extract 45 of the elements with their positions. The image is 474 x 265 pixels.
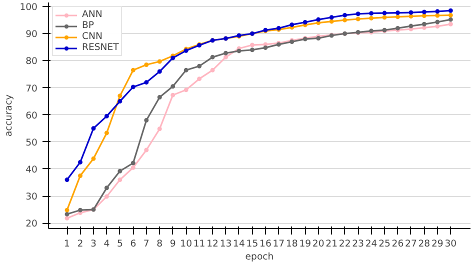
y-tick-label: 40	[26, 164, 38, 176]
x-tick-label: 30	[444, 238, 457, 250]
y-tick-label: 20	[26, 218, 38, 230]
x-tick-label: 11	[193, 238, 206, 250]
y-tick-label: 100	[20, 2, 38, 14]
x-axis-title: epoch	[245, 252, 274, 262]
x-tick-label: 20	[312, 238, 324, 250]
x-tick-label: 27	[405, 238, 417, 250]
x-tick-label: 4	[104, 238, 110, 250]
y-tick-label: 70	[26, 83, 38, 94]
x-tick-label: 16	[260, 238, 272, 250]
x-tick-label: 17	[272, 238, 285, 250]
x-tick-label: 15	[246, 238, 258, 250]
x-tick-label: 26	[392, 238, 404, 250]
x-tick-label: 22	[338, 238, 351, 250]
x-tick-label: 12	[206, 238, 218, 250]
y-tick-label: 50	[26, 137, 38, 148]
x-tick-label: 18	[286, 238, 298, 250]
x-tick-label: 29	[431, 238, 444, 250]
x-tick-label: 8	[156, 238, 163, 250]
x-tick-label: 6	[130, 238, 136, 250]
x-tick-label: 13	[220, 238, 232, 250]
legend-label: BP	[82, 20, 96, 31]
y-axis-title: accuracy	[4, 94, 15, 137]
x-tick-label: 28	[418, 238, 430, 250]
x-tick-label: 2	[77, 238, 84, 250]
x-tick-label: 24	[365, 238, 378, 250]
x-tick-label: 7	[143, 238, 150, 250]
y-tick-label: 60	[26, 110, 38, 122]
x-tick-label: 14	[233, 238, 245, 250]
x-tick-label: 25	[378, 238, 391, 250]
x-tick-label: 21	[326, 238, 338, 250]
x-tick-label: 19	[299, 238, 312, 250]
y-tick-label: 80	[26, 56, 38, 68]
x-tick-label: 1	[64, 238, 70, 250]
x-tick-label: 23	[352, 238, 364, 250]
legend-label: CNN	[82, 31, 102, 42]
x-tick-label: 9	[170, 238, 176, 250]
y-tick-label: 90	[26, 29, 38, 40]
x-tick-label: 5	[116, 238, 123, 250]
x-tick-label: 3	[90, 238, 97, 250]
legend-label: ANN	[82, 9, 102, 20]
x-tick-label: 10	[180, 238, 192, 250]
y-tick-label: 30	[26, 192, 38, 203]
legend-label: RESNET	[82, 42, 119, 53]
